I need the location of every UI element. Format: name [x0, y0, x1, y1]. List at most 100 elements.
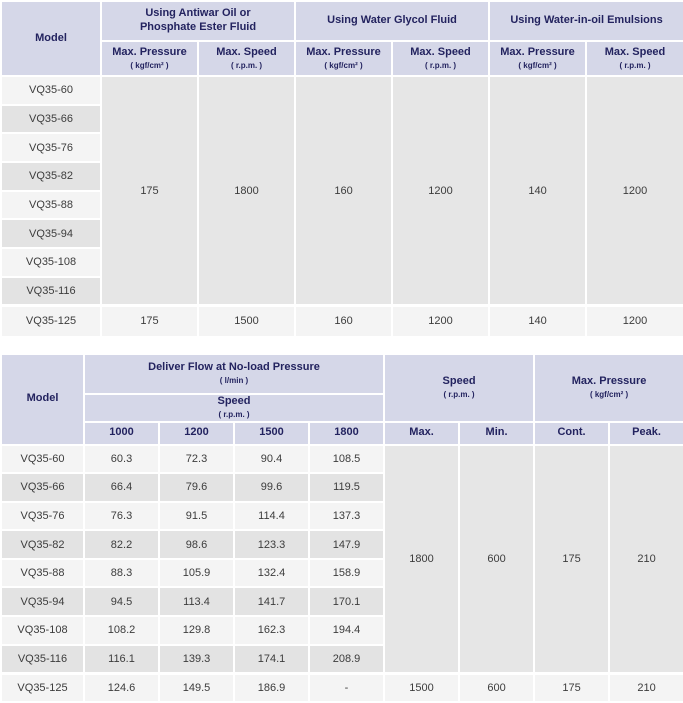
group-unit: ( l/min ) [219, 375, 249, 385]
column-header-cont: Cont. [533, 420, 611, 446]
table-header-row: Model Using Antiwar Oil or Phosphate Est… [0, 0, 683, 77]
flow-cell: 174.1 [233, 643, 310, 675]
table-row: VQ35-108 108.2 129.8 162.3 194.4 [0, 615, 683, 646]
value-cell: 210 [608, 671, 683, 703]
group-header-deliver-flow: Deliver Flow at No-load Pressure( l/min … [82, 352, 386, 395]
table-row: VQ35-60 60.3 72.3 90.4 108.5 1800 600 17… [0, 443, 683, 675]
merged-value-cell: 1800 [196, 75, 297, 307]
subheader-label: Max. Speed [410, 46, 471, 59]
value-cell: 175 [100, 304, 199, 338]
flow-cell: 119.5 [307, 472, 386, 503]
group-header-max-pressure: Max. Pressure( kgf/cm² ) [533, 352, 683, 423]
column-header-max: Max. [383, 420, 461, 446]
subheader-max-pressure: Max. Pressure( kgf/cm² ) [488, 40, 588, 77]
subheader-unit: ( kgf/cm² ) [324, 60, 363, 70]
flow-cell: 170.1 [307, 586, 386, 618]
flow-cell: 60.3 [83, 443, 160, 475]
table-row: VQ35-116 [0, 275, 683, 307]
table-row: VQ35-125 175 1500 160 1200 140 1200 [0, 304, 683, 338]
column-header-1200: 1200 [158, 420, 235, 446]
merged-value-cell: 175 [100, 75, 199, 307]
model-cell: VQ35-108 [0, 247, 102, 278]
column-header-peak: Peak. [608, 420, 683, 446]
model-cell: VQ35-94 [0, 586, 85, 618]
merged-value-cell: 600 [458, 443, 536, 675]
flow-cell: 114.4 [233, 500, 310, 532]
model-cell: VQ35-66 [0, 103, 102, 135]
flow-cell: 129.8 [158, 615, 235, 646]
table-row: VQ35-76 [0, 132, 683, 164]
table-row: VQ35-82 [0, 161, 683, 192]
flow-cell: 76.3 [83, 500, 160, 532]
flow-cell: 208.9 [307, 643, 386, 675]
value-cell: 1200 [585, 304, 683, 338]
group-label: Speed [442, 375, 476, 388]
table-header-row: Model Deliver Flow at No-load Pressure( … [0, 352, 683, 446]
flow-cell: 132.4 [233, 557, 310, 589]
model-cell: VQ35-88 [0, 189, 102, 221]
subheader-max-speed: Max. Speed( r.p.m. ) [391, 40, 491, 77]
merged-value-cell: 175 [533, 443, 611, 675]
flow-cell: 116.1 [83, 643, 160, 675]
model-cell: VQ35-116 [0, 643, 85, 675]
table-row: VQ35-76 76.3 91.5 114.4 137.3 [0, 500, 683, 532]
flow-cell: 113.4 [158, 586, 235, 618]
model-cell: VQ35-108 [0, 615, 85, 646]
group-header-antiwar-oil: Using Antiwar Oil or Phosphate Ester Flu… [99, 0, 297, 42]
table-subheader-row: Max. Pressure( kgf/cm² ) Max. Speed( r.p… [1, 40, 683, 77]
flow-cell: 162.3 [233, 615, 310, 646]
model-cell: VQ35-76 [0, 132, 102, 164]
table-row: VQ35-94 94.5 113.4 141.7 170.1 [0, 586, 683, 618]
table-row: VQ35-88 [0, 189, 683, 221]
model-cell: VQ35-60 [0, 75, 102, 106]
model-column-header: Model [0, 0, 102, 77]
model-cell: VQ35-88 [0, 557, 85, 589]
group-label: Max. Pressure [571, 375, 647, 388]
flow-cell: 124.6 [83, 671, 160, 703]
model-cell: VQ35-125 [0, 304, 102, 338]
flow-cell: 141.7 [233, 586, 310, 618]
model-cell: VQ35-125 [0, 671, 85, 703]
subheader-unit: ( r.p.m. ) [619, 60, 651, 70]
group-header-speed: Speed( r.p.m. ) [383, 352, 536, 423]
flow-cell: 91.5 [158, 500, 235, 532]
flow-cell: 88.3 [83, 557, 160, 589]
flow-cell: 158.9 [307, 557, 386, 589]
value-cell: 600 [458, 671, 536, 703]
table-row: VQ35-82 82.2 98.6 123.3 147.9 [0, 529, 683, 560]
flow-cell: 105.9 [158, 557, 235, 589]
flow-cell: 194.4 [307, 615, 386, 646]
merged-value-cell: 1200 [391, 75, 491, 307]
model-cell: VQ35-94 [0, 218, 102, 250]
flow-cell: 98.6 [158, 529, 235, 560]
group-header-water-in-oil: Using Water-in-oil Emulsions [488, 0, 683, 42]
subheader-label: Max. Speed [604, 46, 666, 59]
subheader-unit: ( kgf/cm² ) [130, 60, 169, 70]
subgroup-header-speed: Speed( r.p.m. ) [82, 392, 386, 423]
merged-value-cell: 210 [608, 443, 683, 675]
subheader-max-pressure: Max. Pressure( kgf/cm² ) [100, 40, 199, 77]
flow-cell: 82.2 [83, 529, 160, 560]
subheader-label: Max. Pressure [306, 46, 381, 59]
flow-cell: 99.6 [233, 472, 310, 503]
merged-value-cell: 1200 [585, 75, 683, 307]
flow-cell: 139.3 [158, 643, 235, 675]
value-cell: 1200 [391, 304, 491, 338]
flow-cell: 186.9 [233, 671, 310, 703]
model-column-header: Model [0, 352, 85, 446]
model-cell: VQ35-66 [0, 472, 85, 503]
merged-value-cell: 1800 [383, 443, 461, 675]
flow-cell: 108.5 [307, 443, 386, 475]
table-row: VQ35-88 88.3 105.9 132.4 158.9 [0, 557, 683, 589]
table-row: VQ35-94 [0, 218, 683, 250]
subheader-unit: ( r.p.m. ) [424, 60, 457, 70]
table-row: VQ35-66 [0, 103, 683, 135]
table-subheader-row: Speed( r.p.m. ) [1, 392, 683, 423]
flow-cell: 108.2 [83, 615, 160, 646]
flow-cell: 94.5 [83, 586, 160, 618]
merged-value-cell: 160 [294, 75, 394, 307]
flow-cell: 79.6 [158, 472, 235, 503]
flow-cell: - [307, 671, 386, 703]
flow-cell: 137.3 [307, 500, 386, 532]
